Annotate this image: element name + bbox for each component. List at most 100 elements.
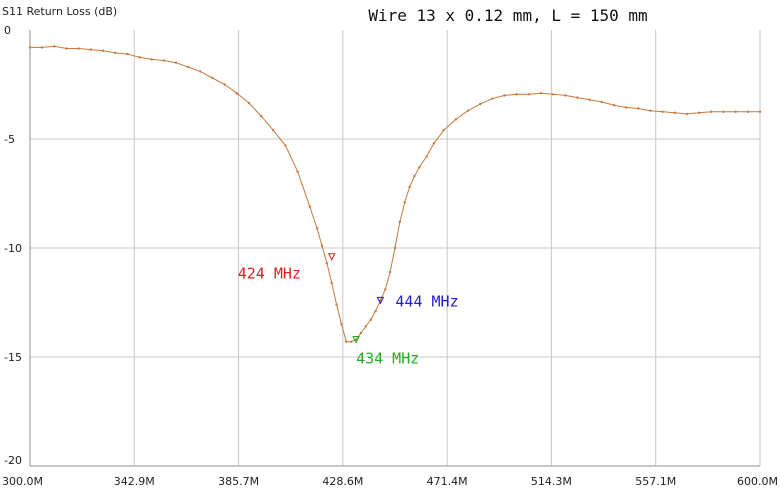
data-point: [418, 166, 421, 169]
data-point: [503, 94, 506, 97]
data-point: [247, 101, 251, 105]
data-point: [478, 102, 482, 106]
data-point: [53, 45, 56, 48]
data-point: [40, 46, 44, 49]
data-point: [330, 281, 333, 285]
data-point: [320, 244, 324, 248]
data-point: [199, 70, 202, 73]
data-point: [673, 111, 677, 115]
data-point: [564, 94, 567, 97]
data-point: [235, 92, 239, 95]
data-point: [350, 340, 353, 343]
data-point: [466, 109, 470, 112]
data-point: [758, 110, 762, 113]
data-point: [551, 93, 555, 96]
data-point: [126, 52, 129, 56]
data-point: [101, 49, 105, 52]
data-point: [393, 246, 397, 250]
data-point: [359, 331, 363, 335]
data-point: [398, 220, 402, 224]
data-point: [113, 51, 117, 55]
data-point: [612, 104, 616, 107]
data-point: [296, 170, 299, 173]
x-tick-label: 471.4M: [427, 475, 468, 488]
data-point: [600, 100, 604, 104]
y-tick-label: -5: [4, 133, 15, 146]
x-tick-label: 342.9M: [114, 475, 155, 488]
data-point: [588, 98, 591, 101]
data-point: [138, 56, 141, 59]
data-point: [340, 323, 343, 326]
data-point: [325, 262, 329, 265]
x-tick-label: 600.0M: [737, 475, 778, 488]
data-point: [710, 110, 713, 113]
data-point: [403, 201, 406, 204]
data-point: [527, 93, 531, 96]
data-point: [259, 114, 263, 118]
data-point: [685, 112, 689, 116]
data-point: [384, 288, 387, 291]
marker-triangle: [352, 336, 360, 344]
data-point: [746, 110, 750, 113]
data-point: [515, 93, 518, 96]
data-point: [408, 185, 411, 189]
marker-label: 444 MHz: [395, 292, 458, 310]
y-tick-label: -10: [4, 242, 22, 255]
marker-triangle: [327, 253, 336, 261]
series-layer: [28, 45, 762, 343]
data-point: [637, 107, 640, 110]
data-point: [308, 205, 312, 208]
y-tick-label: -20: [4, 454, 22, 467]
y-tick-label: 0: [4, 24, 11, 37]
data-point: [211, 76, 214, 80]
marker-label: 424 MHz: [238, 265, 301, 283]
data-point: [734, 110, 737, 113]
data-point: [77, 47, 80, 50]
data-point: [369, 318, 372, 322]
x-tick-label: 300.0M: [2, 475, 43, 488]
data-point: [454, 118, 458, 121]
x-tick-label: 385.7M: [218, 475, 259, 488]
data-point: [697, 111, 701, 115]
data-point: [315, 227, 319, 230]
data-point: [413, 174, 416, 178]
data-point: [335, 303, 338, 306]
data-point: [539, 92, 543, 95]
axes: 300.0M 342.9M 385.7M 428.6M 471.4M 514.3M 557.…: [2, 24, 778, 488]
x-tick-label: 557.1M: [635, 475, 676, 488]
data-point: [162, 59, 166, 62]
x-tick-label: 514.3M: [531, 475, 572, 488]
y-axis-label: S11 Return Loss (dB): [2, 5, 117, 18]
data-point: [374, 310, 377, 313]
data-point: [624, 106, 628, 109]
data-point: [491, 97, 494, 100]
data-point: [28, 46, 32, 49]
grid: [29, 30, 761, 466]
marker-triangle: [376, 296, 385, 305]
data-point: [388, 270, 392, 274]
data-point: [186, 65, 190, 69]
data-point: [354, 338, 358, 341]
data-point: [284, 144, 287, 147]
chart-title: Wire 13 x 0.12 mm, L = 150 mm: [368, 6, 647, 25]
data-point: [576, 96, 579, 99]
data-point: [272, 129, 275, 132]
data-point: [722, 110, 725, 113]
data-point: [425, 155, 428, 158]
data-point: [432, 142, 436, 145]
data-point: [89, 48, 93, 51]
marker-label: 434 MHz: [356, 350, 419, 368]
data-point: [661, 110, 664, 113]
data-point: [345, 340, 348, 343]
data-point: [65, 47, 68, 50]
data-point: [223, 83, 226, 86]
data-point: [150, 58, 153, 61]
data-point: [364, 325, 367, 328]
x-tick-label: 428.6M: [322, 475, 363, 488]
y-tick-label: -15: [4, 351, 22, 364]
data-point: [442, 129, 445, 132]
data-point: [649, 109, 652, 112]
data-point: [379, 299, 382, 302]
